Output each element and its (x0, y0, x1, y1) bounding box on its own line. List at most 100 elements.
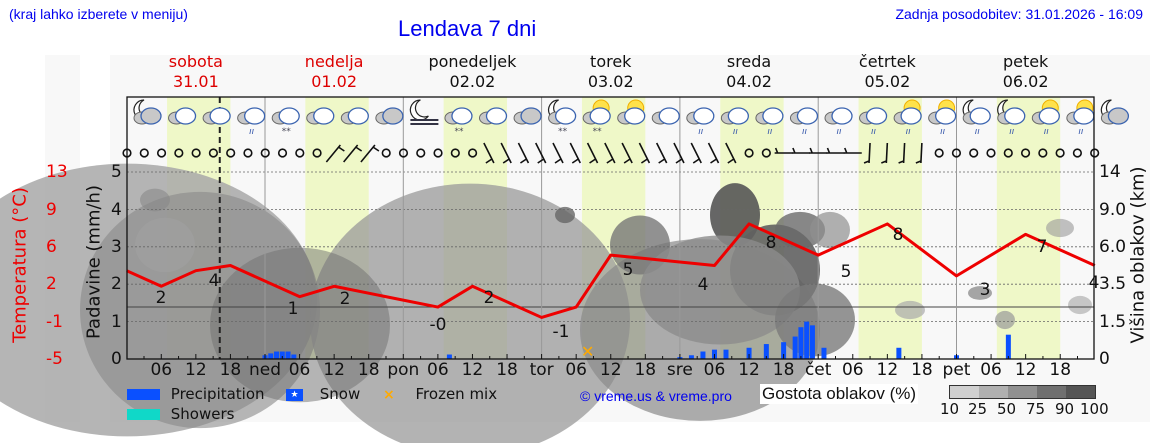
day-header-2: ponedeljek 02.02 (412, 52, 532, 92)
wind-barb-icon (774, 147, 793, 154)
temp-tick: 2 (46, 274, 57, 294)
cloud-blue-icon (306, 107, 335, 125)
svg-text:ıı: ıı (940, 127, 946, 137)
wind-barb-icon (1090, 148, 1100, 158)
day-header-3: torek 03.02 (551, 52, 671, 92)
svg-text:-1: -1 (553, 322, 570, 342)
wind-barb-icon (483, 142, 495, 164)
cloud-rain-icon: ıı (720, 107, 749, 137)
cloud-blue-icon (479, 107, 508, 125)
wind-barb-icon (139, 148, 149, 158)
moon-rain-icon: ıı (962, 99, 991, 137)
precip-tick: 3 (111, 237, 122, 257)
day-header-5: četrtek 05.02 (827, 52, 947, 92)
density-tick: 75 (1026, 400, 1046, 418)
showers-label: Showers (170, 405, 235, 423)
temp-tick: -1 (46, 312, 63, 332)
svg-text:3: 3 (980, 280, 991, 300)
time-tick: 18 (1049, 360, 1072, 380)
day-header-4: sreda 04.02 (689, 52, 809, 92)
temperature-axis-label: Temperatura (°C) (9, 187, 31, 343)
svg-text:5: 5 (623, 260, 634, 280)
svg-text:ıı: ıı (1078, 127, 1084, 137)
time-tick: 06 (427, 360, 449, 380)
cloud-tick: 1.5 (1099, 312, 1127, 332)
day-name: četrtek (858, 52, 916, 71)
time-tick: 18 (772, 360, 795, 380)
page-title: Lendava 7 dni (398, 16, 537, 41)
showers-swatch (127, 409, 160, 420)
legend-precipitation: Precipitation (127, 385, 265, 403)
wind-barb-icon (381, 148, 391, 158)
time-tick: 12 (323, 360, 345, 380)
snow-icon: ★ (286, 388, 303, 401)
svg-text:ıı: ıı (1044, 127, 1050, 137)
wind-barbs-row (122, 142, 1100, 164)
moon-cloud-icon (1100, 99, 1130, 125)
svg-text:**: ** (282, 127, 292, 137)
svg-text:ıı: ıı (871, 127, 877, 137)
time-tick: ned (248, 360, 282, 380)
wind-barb-icon (260, 148, 270, 158)
wind-barb-icon (174, 148, 184, 158)
time-tick: pet (942, 360, 971, 380)
density-tick: 10 (940, 400, 960, 418)
cloud-tick: 14 (1099, 162, 1121, 182)
cloud-density-scale (949, 385, 1096, 399)
wind-barb-icon (951, 148, 962, 158)
wind-barb-icon (500, 142, 512, 164)
cloud-rain-icon: ıı (237, 107, 266, 137)
svg-text:ıı: ıı (733, 127, 739, 137)
wind-barb-icon (934, 148, 944, 158)
time-tick: 18 (357, 360, 380, 380)
wind-barb-icon (621, 142, 633, 164)
precip-axis-label: Padavine (mm/h) (83, 185, 105, 339)
svg-text:ıı: ıı (802, 127, 808, 137)
time-tick: 06 (703, 360, 726, 380)
day-date: 04.02 (726, 72, 772, 91)
wind-barb-icon (191, 148, 201, 158)
wind-barb-icon (690, 142, 702, 164)
precip-tick: 0 (111, 349, 122, 369)
wind-barb-icon (1020, 148, 1031, 158)
wind-barb-icon (586, 142, 599, 164)
time-tick: 12 (185, 360, 207, 380)
wind-barb-icon (517, 142, 530, 164)
day-name: petek (1002, 52, 1049, 71)
cloud-blue-icon (202, 107, 231, 125)
cloud-snow-icon: ** (271, 107, 300, 137)
sun-cloud-rain-icon: ıı (1066, 99, 1095, 137)
cloud-rain-icon: ıı (859, 107, 888, 137)
time-tick: čet (804, 360, 832, 380)
wind-barb-icon (725, 142, 737, 164)
wind-barb-icon (1055, 148, 1065, 158)
wind-barb-icon (655, 142, 668, 164)
snow-label: Snow (319, 385, 361, 403)
temperature-axis-label-wrap: Temperatura (°C) (0, 170, 40, 360)
svg-text:2: 2 (156, 288, 167, 308)
svg-text:ıı: ıı (698, 127, 704, 137)
svg-text:**: ** (593, 127, 603, 137)
wind-barb-icon (1072, 148, 1082, 158)
sun-cloud-rain-icon: ıı (1031, 99, 1060, 137)
time-tick: 06 (841, 360, 864, 380)
wind-barb-icon (969, 148, 979, 158)
svg-text:ıı: ıı (249, 127, 255, 137)
wind-barb-icon (673, 142, 685, 164)
wind-barb-icon (826, 147, 845, 154)
time-tick: 18 (911, 360, 933, 380)
svg-text:4: 4 (209, 271, 220, 291)
wind-barb-icon (1038, 148, 1048, 158)
wind-barb-icon (761, 148, 771, 158)
temp-tick: 13 (46, 162, 68, 182)
credit-link[interactable]: © vreme.us & vreme.pro (580, 388, 732, 404)
wind-barb-icon (277, 148, 288, 158)
svg-text:✕: ✕ (581, 342, 594, 361)
svg-text:4: 4 (698, 275, 709, 295)
frozen-mix-markers: ✕ (581, 342, 594, 361)
wind-barb-icon (398, 148, 409, 158)
wind-barb-icon (468, 148, 478, 158)
wind-barb-icon (986, 148, 996, 158)
wind-barb-icon (1003, 148, 1013, 158)
wind-barb-icon (416, 148, 426, 158)
